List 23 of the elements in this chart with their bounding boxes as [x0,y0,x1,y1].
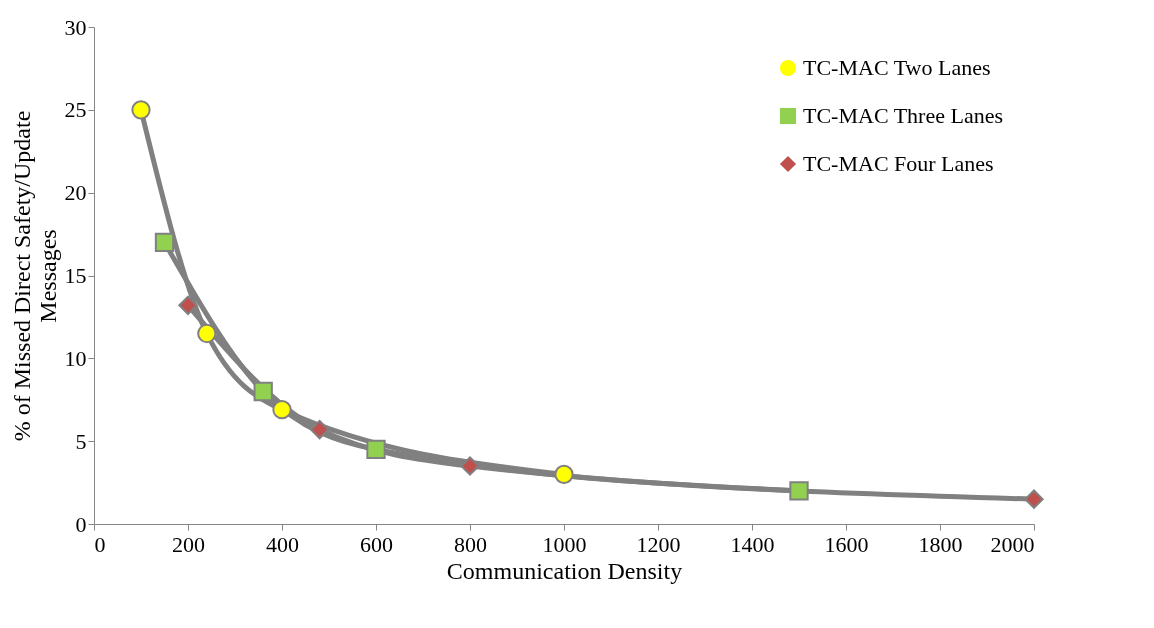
x-tick-label: 1400 [730,531,775,557]
x-tick-label: 1200 [636,531,681,557]
y-tick-label: 5 [75,428,87,454]
x-tick-label: 400 [266,531,299,557]
legend-label: TC-MAC Two Lanes [803,55,991,80]
legend-label: TC-MAC Three Lanes [803,103,1003,128]
y-axis-title: % of Missed Direct Safety/Update Messages [8,110,61,442]
legend-label: TC-MAC Four Lanes [803,151,994,176]
x-tick-label: 600 [360,531,393,557]
y-tick-label: 30 [64,14,87,40]
y-tick-label: 15 [64,263,87,288]
x-axis-title: Communication Density [446,557,683,584]
x-tick-label: 2000 [990,531,1035,557]
x-tick-label: 1000 [542,531,587,557]
x-tick-label: 1800 [918,531,963,557]
y-tick-label: 0 [75,511,87,537]
x-tick-label: 800 [454,531,487,557]
x-tick-label: 0 [94,531,106,557]
y-tick-label: 25 [64,97,87,123]
x-tick-label: 200 [172,531,205,557]
y-tick-label: 10 [64,345,87,371]
y-tick-label: 20 [64,180,87,206]
x-tick-label: 1600 [824,531,869,557]
